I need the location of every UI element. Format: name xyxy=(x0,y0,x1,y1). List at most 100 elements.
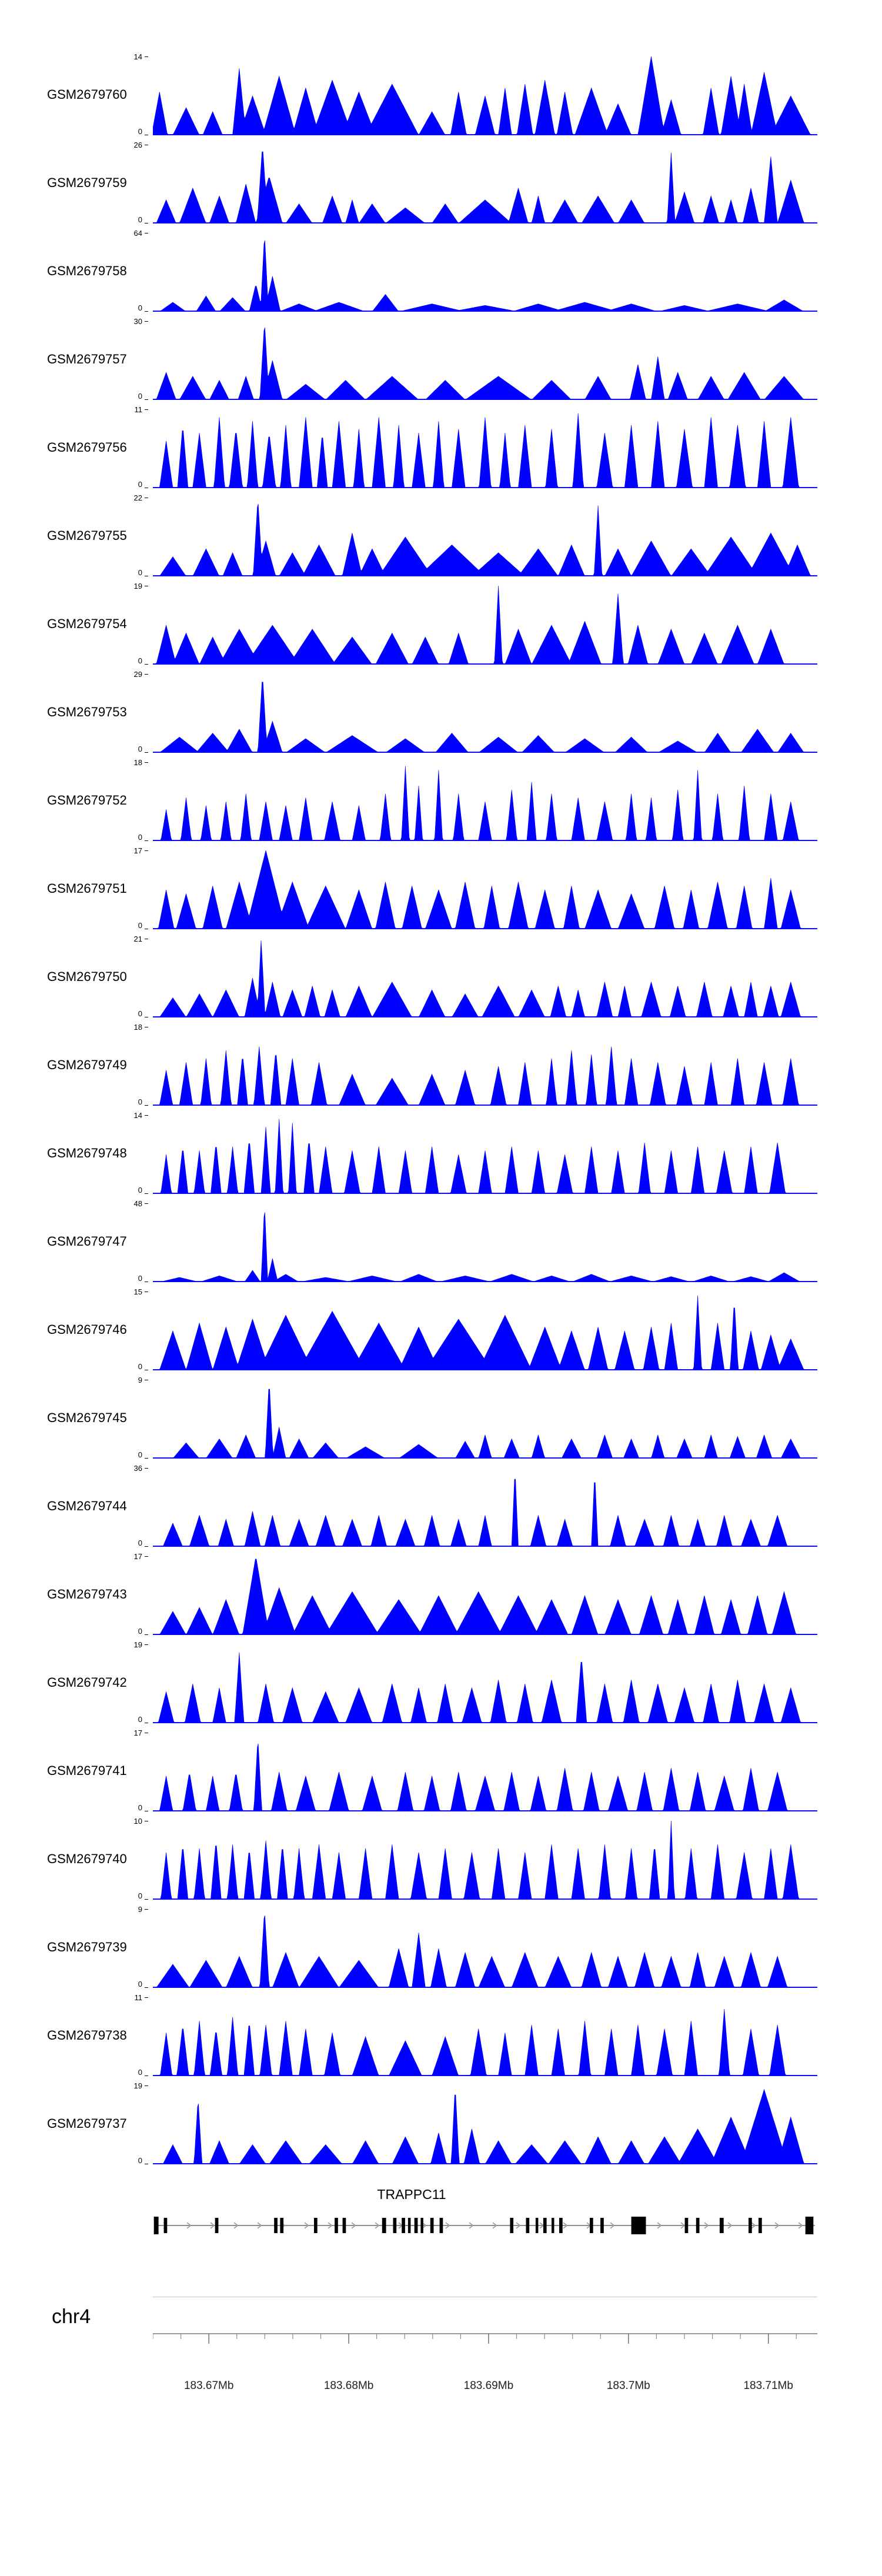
strand-arrow-icon xyxy=(351,2222,356,2229)
coverage-area xyxy=(153,682,817,753)
track-sample-label: GSM2679755 xyxy=(47,528,127,543)
track-sample-label: GSM2679739 xyxy=(47,1940,127,1954)
exon-box xyxy=(414,2218,418,2233)
exon-box xyxy=(382,2218,386,2233)
coverage-track-row: GSM2679751 17 0 xyxy=(0,846,882,934)
coverage-signal-plot xyxy=(153,240,817,312)
strand-arrow-icon xyxy=(774,2222,780,2229)
y-axis-tick xyxy=(145,1105,148,1106)
coverage-area xyxy=(153,151,817,223)
track-sample-label: GSM2679749 xyxy=(47,1057,127,1072)
strand-arrow-icon xyxy=(516,2222,521,2229)
track-yzero-label: 0 xyxy=(138,1715,142,1724)
track-sample-label: GSM2679757 xyxy=(47,352,127,366)
track-sample-label: GSM2679758 xyxy=(47,263,127,278)
y-axis-tick xyxy=(145,1634,148,1635)
coverage-signal-plot xyxy=(153,1559,817,1635)
track-sample-label: GSM2679743 xyxy=(47,1587,127,1601)
coverage-track-row: GSM2679754 19 0 xyxy=(0,581,882,669)
exon-box xyxy=(526,2218,530,2233)
y-axis-tick xyxy=(145,1458,148,1459)
track-sample-label: GSM2679737 xyxy=(47,2116,127,2131)
exon-box xyxy=(215,2218,219,2233)
strand-arrow-icon xyxy=(751,2222,756,2229)
strand-arrow-icon xyxy=(233,2222,239,2229)
track-ymax-label: 36 xyxy=(133,1464,142,1473)
track-yzero-label: 0 xyxy=(138,568,142,577)
track-yzero-label: 0 xyxy=(138,1097,142,1106)
y-axis-tick xyxy=(145,1115,148,1116)
coverage-signal-plot xyxy=(153,850,817,929)
coverage-track-row: GSM2679743 17 0 xyxy=(0,1551,882,1640)
y-axis-tick xyxy=(145,664,148,665)
exon-box xyxy=(696,2218,700,2233)
coverage-track-row: GSM2679748 14 0 xyxy=(0,1110,882,1199)
axis-tick-label: 183.67Mb xyxy=(184,2380,234,2392)
track-sample-label: GSM2679744 xyxy=(47,1499,127,1513)
coverage-tracks: GSM2679760 14 0 GSM2679759 26 0 GSM2679758 64 0 G… xyxy=(0,52,882,2169)
track-yzero-label: 0 xyxy=(138,303,142,312)
y-axis-tick xyxy=(145,1997,148,1998)
exon-box xyxy=(759,2218,762,2233)
coverage-signal-plot xyxy=(153,327,817,400)
coverage-signal-plot xyxy=(153,1652,817,1723)
track-yzero-label: 0 xyxy=(138,1450,142,1459)
exon-box xyxy=(590,2218,593,2233)
strand-arrow-icon xyxy=(610,2222,615,2229)
track-yzero-label: 0 xyxy=(138,1980,142,1988)
exon-box xyxy=(535,2218,539,2233)
track-ymax-label: 17 xyxy=(133,846,142,855)
track-sample-label: GSM2679759 xyxy=(47,175,127,190)
track-ymax-label: 17 xyxy=(133,1729,142,1737)
track-yzero-label: 0 xyxy=(138,1186,142,1194)
coverage-track-row: GSM2679744 36 0 xyxy=(0,1463,882,1551)
track-ymax-label: 19 xyxy=(133,582,142,590)
coverage-track-row: GSM2679746 15 0 xyxy=(0,1287,882,1375)
strand-arrow-icon xyxy=(798,2222,803,2229)
y-axis-tick xyxy=(145,399,148,400)
coverage-area xyxy=(153,766,817,841)
track-yzero-label: 0 xyxy=(138,215,142,224)
track-ymax-label: 10 xyxy=(133,1817,142,1826)
track-sample-label: GSM2679752 xyxy=(47,793,127,807)
coverage-track-row: GSM2679741 17 0 xyxy=(0,1728,882,1816)
track-ymax-label: 30 xyxy=(133,317,142,326)
exon-box xyxy=(439,2218,443,2233)
coverage-track-row: GSM2679760 14 0 xyxy=(0,52,882,140)
y-axis-tick xyxy=(145,311,148,312)
track-ymax-label: 9 xyxy=(138,1905,142,1914)
coverage-signal-plot xyxy=(153,1743,817,1811)
track-yzero-label: 0 xyxy=(138,1274,142,1283)
coverage-area xyxy=(153,586,817,665)
track-yzero-label: 0 xyxy=(138,921,142,930)
track-ymax-label: 9 xyxy=(138,1376,142,1384)
y-axis-tick xyxy=(145,1193,148,1194)
track-ymax-label: 19 xyxy=(133,1640,142,1649)
track-yzero-label: 0 xyxy=(138,656,142,665)
coverage-area xyxy=(153,1389,817,1459)
exon-box xyxy=(559,2218,563,2233)
exon-box xyxy=(274,2218,278,2233)
coverage-track-row: GSM2679755 22 0 xyxy=(0,493,882,581)
coverage-area xyxy=(153,327,817,400)
track-yzero-label: 0 xyxy=(138,2156,142,2165)
strand-arrow-icon xyxy=(563,2222,568,2229)
coverage-area xyxy=(153,1046,817,1106)
coverage-signal-plot xyxy=(153,503,817,576)
strand-arrow-icon xyxy=(469,2222,474,2229)
coverage-area xyxy=(153,850,817,929)
coverage-signal-plot xyxy=(153,1295,817,1370)
coverage-track-row: GSM2679742 19 0 xyxy=(0,1640,882,1728)
track-yzero-label: 0 xyxy=(138,480,142,489)
coverage-track-row: GSM2679737 19 0 xyxy=(0,2081,882,2169)
coverage-track-row: GSM2679759 26 0 xyxy=(0,140,882,228)
coverage-area xyxy=(153,1479,817,1547)
strand-arrow-icon xyxy=(186,2222,192,2229)
track-yzero-label: 0 xyxy=(138,1009,142,1018)
exon-box xyxy=(335,2218,338,2233)
coverage-signal-plot xyxy=(153,586,817,665)
track-yzero-label: 0 xyxy=(138,127,142,136)
exon-box xyxy=(402,2218,405,2233)
coverage-signal-plot xyxy=(153,1212,817,1282)
track-sample-label: GSM2679754 xyxy=(47,616,127,631)
